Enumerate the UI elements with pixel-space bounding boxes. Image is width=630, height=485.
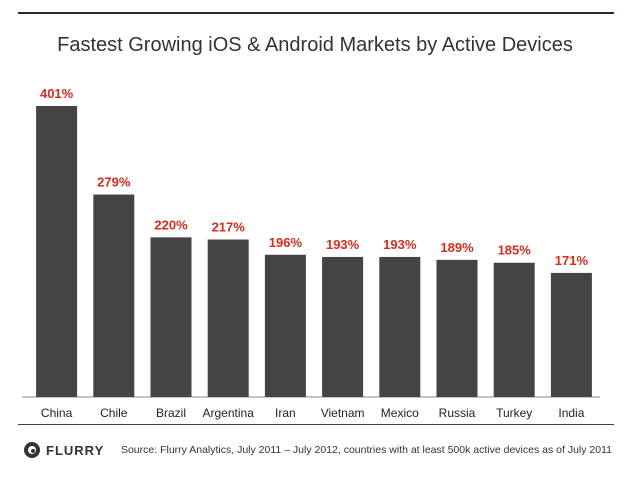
footer-rule bbox=[18, 424, 614, 425]
bar-turkey bbox=[493, 262, 535, 397]
bar-india bbox=[550, 272, 592, 397]
bar-chile bbox=[93, 194, 135, 397]
x-tick-label-russia: Russia bbox=[439, 406, 476, 420]
data-label-russia: 189% bbox=[440, 240, 474, 255]
top-rule bbox=[18, 12, 614, 14]
flurry-logo: FLURRY bbox=[24, 440, 104, 460]
x-tick-label-argentina: Argentina bbox=[203, 406, 255, 420]
data-label-iran: 196% bbox=[269, 235, 303, 250]
data-label-china: 401% bbox=[40, 86, 74, 101]
data-label-mexico: 193% bbox=[383, 237, 417, 252]
data-label-india: 171% bbox=[555, 253, 589, 268]
flurry-logo-icon bbox=[24, 442, 40, 458]
x-tick-label-vietnam: Vietnam bbox=[321, 406, 365, 420]
x-tick-label-chile: Chile bbox=[100, 406, 128, 420]
bar-argentina bbox=[207, 239, 249, 397]
x-tick-label-iran: Iran bbox=[275, 406, 296, 420]
bar-iran bbox=[264, 254, 306, 397]
bar-mexico bbox=[379, 256, 421, 397]
data-label-chile: 279% bbox=[97, 175, 131, 190]
x-tick-label-china: China bbox=[41, 406, 73, 420]
data-label-vietnam: 193% bbox=[326, 237, 360, 252]
bar-russia bbox=[436, 259, 478, 397]
data-label-brazil: 220% bbox=[154, 217, 188, 232]
bar-brazil bbox=[150, 237, 192, 397]
x-tick-label-brazil: Brazil bbox=[156, 406, 186, 420]
chart-title: Fastest Growing iOS & Android Markets by… bbox=[57, 34, 573, 56]
source-note: Source: Flurry Analytics, July 2011 – Ju… bbox=[120, 444, 612, 456]
x-tick-label-india: India bbox=[558, 406, 584, 420]
bar-china bbox=[36, 106, 78, 397]
data-label-turkey: 185% bbox=[498, 243, 532, 258]
data-label-argentina: 217% bbox=[212, 220, 246, 235]
flurry-logo-text: FLURRY bbox=[46, 442, 105, 458]
x-tick-label-turkey: Turkey bbox=[496, 406, 532, 420]
x-tick-label-mexico: Mexico bbox=[381, 406, 419, 420]
bar-vietnam bbox=[322, 256, 364, 397]
